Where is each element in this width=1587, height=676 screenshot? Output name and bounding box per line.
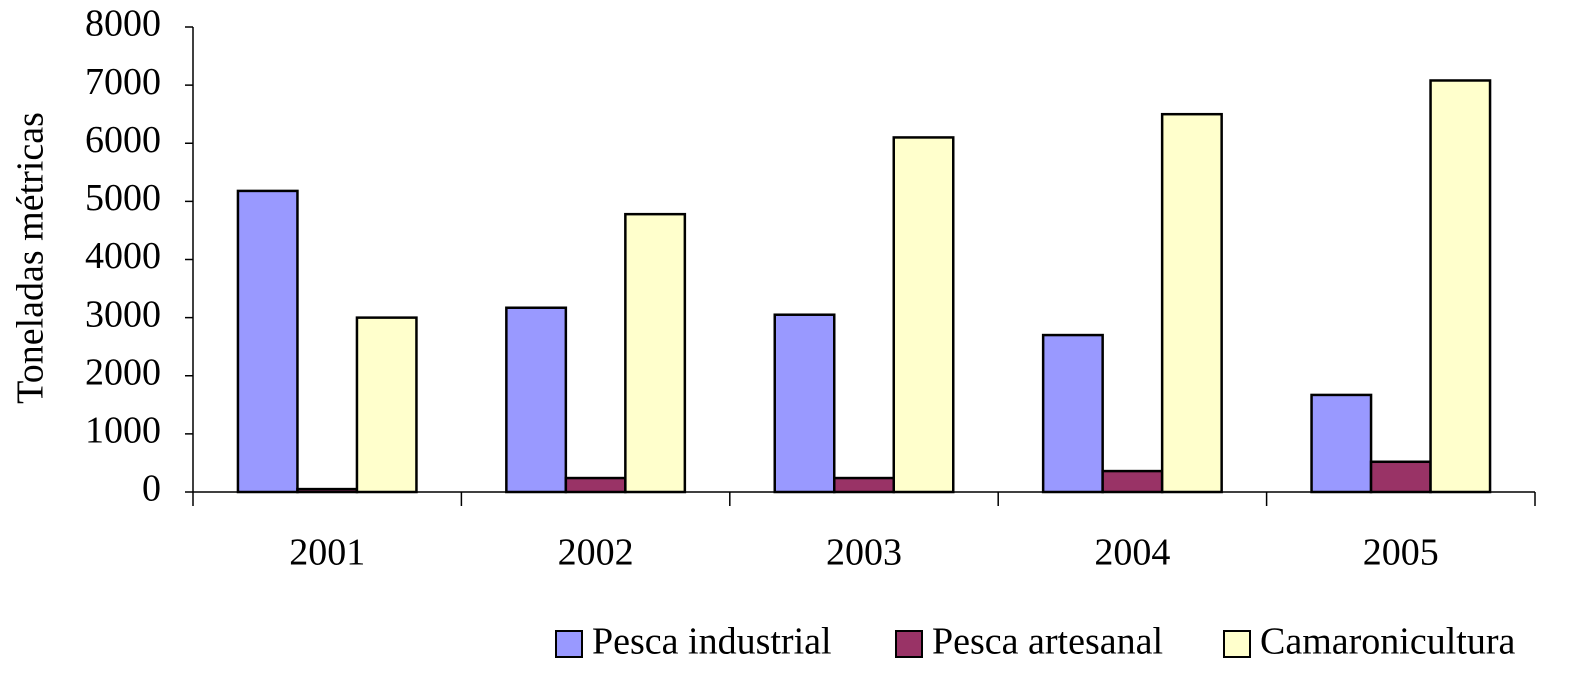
bar: [1160, 112, 1223, 494]
bar: [1101, 469, 1164, 494]
x-tick-label: 2004: [1094, 532, 1170, 574]
bar: [892, 136, 955, 494]
bar: [624, 212, 687, 494]
y-tick-label: 2000: [85, 351, 161, 393]
bar: [1369, 460, 1432, 494]
bar: [564, 476, 627, 494]
y-tick-label: 5000: [85, 177, 161, 219]
y-tick-label: 6000: [85, 119, 161, 161]
bar: [236, 189, 299, 494]
bar: [505, 306, 568, 494]
bar: [296, 487, 359, 494]
y-tick-label: 1000: [85, 410, 161, 452]
bar: [833, 476, 895, 494]
y-tick-label: 0: [142, 468, 161, 510]
x-tick-label: 2001: [289, 532, 365, 574]
bar: [773, 313, 836, 494]
legend-text: Pesca industrial: [592, 621, 832, 663]
bar: [1310, 393, 1373, 494]
legend-text: Camaronicultura: [1260, 621, 1515, 663]
legend-marker: [1223, 630, 1251, 658]
y-tick-label: 4000: [85, 235, 161, 277]
legend-text: Pesca artesanal: [932, 621, 1163, 663]
legend-marker: [555, 630, 583, 658]
bar: [355, 316, 418, 494]
x-tick-label: 2005: [1363, 532, 1439, 574]
y-tick-label: 8000: [85, 3, 161, 45]
bar: [1429, 79, 1492, 494]
y-tick-label: 7000: [85, 61, 161, 103]
y-axis-title: Toneladas métricas: [10, 112, 52, 404]
y-tick-label: 3000: [85, 293, 161, 335]
x-tick-label: 2002: [558, 532, 634, 574]
bar: [1041, 333, 1104, 494]
x-tick-label: 2003: [826, 532, 902, 574]
legend-marker: [895, 630, 923, 658]
